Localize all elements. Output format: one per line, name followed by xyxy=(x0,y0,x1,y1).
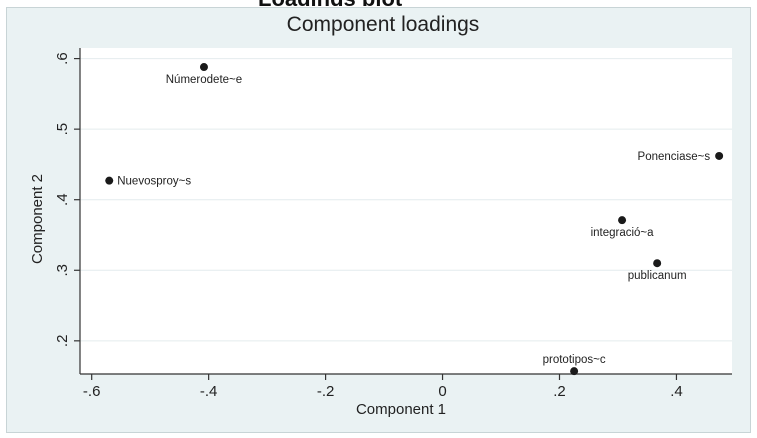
data-point-label-5: prototipos~c xyxy=(543,354,606,366)
y-axis-title: Component 2 xyxy=(29,174,46,264)
x-tick-label-5: .4 xyxy=(670,383,683,400)
cropped-heading-text: Loadings plot xyxy=(258,0,402,6)
data-points: Númerodete~e Nuevosproy~s Ponenciase~s inte… xyxy=(105,63,724,376)
x-tick-label-0: -.6 xyxy=(83,383,101,400)
chart-title: Component loadings xyxy=(287,13,480,36)
data-point-label-1: Nuevosproy~s xyxy=(117,176,191,188)
data-point-marker-3 xyxy=(618,216,627,225)
data-point-label-2: Ponenciase~s xyxy=(638,151,711,163)
y-tick-label-1: .3 xyxy=(54,264,71,277)
data-point-marker-4 xyxy=(653,259,662,268)
data-point-marker-0 xyxy=(199,63,208,72)
y-axis-ticks: .2 .3 .4 .5 .6 xyxy=(54,52,80,347)
x-axis-title: Component 1 xyxy=(356,401,446,418)
x-axis-ticks: -.6 -.4 -.2 0 .2 .4 xyxy=(83,374,683,400)
x-tick-label-1: -.4 xyxy=(200,383,218,400)
x-tick-label-2: -.2 xyxy=(317,383,335,400)
data-point-label-3: integració~a xyxy=(591,227,655,239)
data-point-marker-1 xyxy=(105,176,114,185)
data-point-label-4: publicanum xyxy=(628,270,687,282)
y-tick-label-0: .2 xyxy=(54,335,71,348)
gridlines xyxy=(80,58,732,342)
plot-area xyxy=(80,48,732,374)
y-tick-label-4: .6 xyxy=(54,52,71,65)
y-tick-label-3: .5 xyxy=(54,123,71,136)
x-tick-label-4: .2 xyxy=(553,383,566,400)
data-point-label-0: Númerodete~e xyxy=(166,74,242,86)
y-tick-label-2: .4 xyxy=(54,193,71,206)
data-point-marker-2 xyxy=(715,151,724,160)
data-point-marker-5 xyxy=(570,367,579,376)
cropped-heading-remnant: Loadings plot xyxy=(0,0,757,6)
x-tick-label-3: 0 xyxy=(438,383,446,400)
